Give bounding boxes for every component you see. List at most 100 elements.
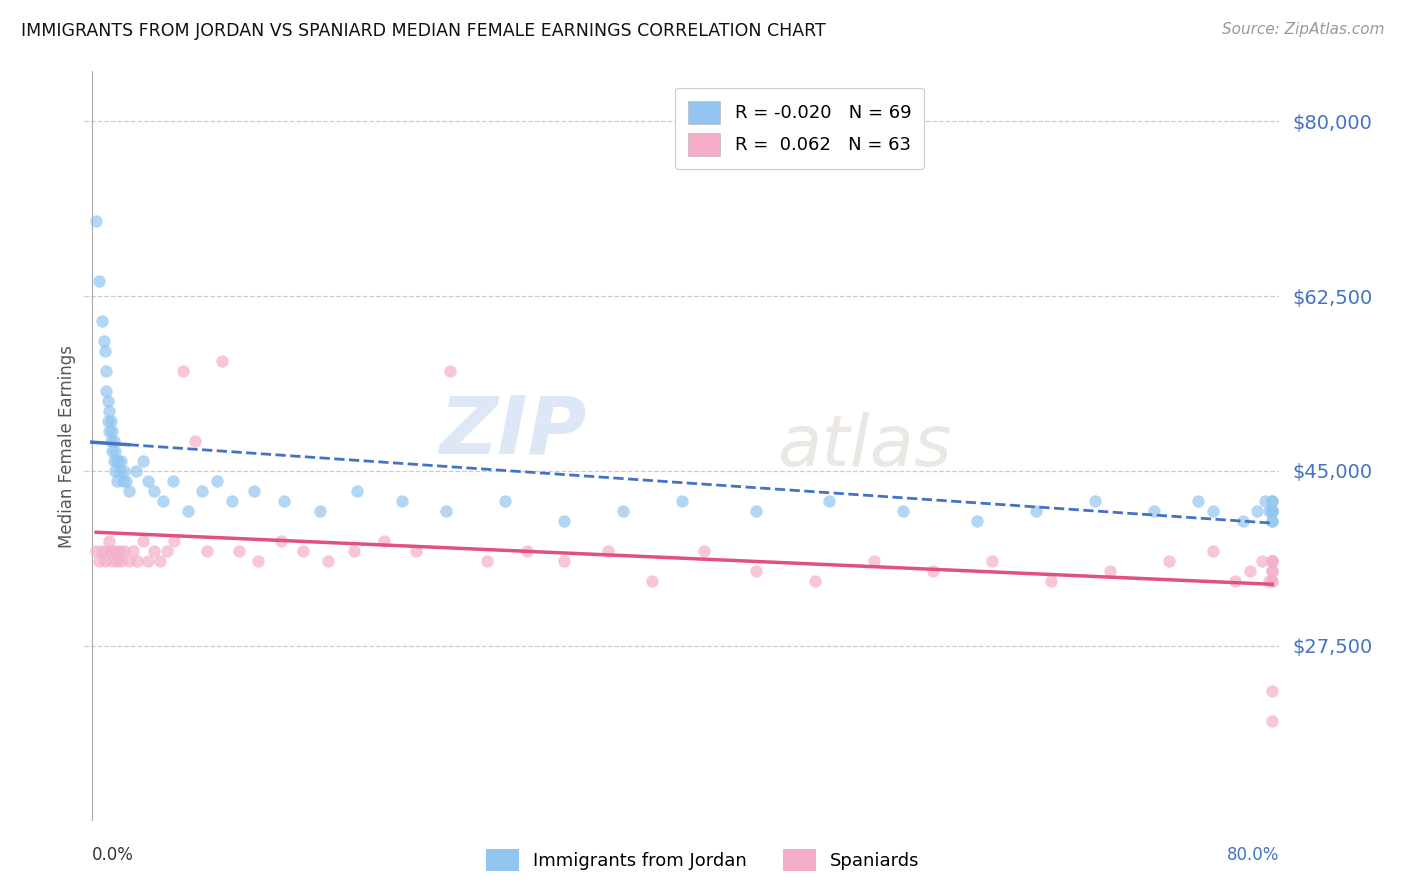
Point <box>1261 564 1284 578</box>
Point <box>516 544 538 558</box>
Point <box>91 314 114 328</box>
Point <box>316 554 339 568</box>
Point <box>1261 714 1284 728</box>
Point <box>132 533 155 548</box>
Point <box>191 483 214 498</box>
Point <box>103 434 125 448</box>
Point <box>1254 494 1277 508</box>
Point <box>1025 504 1047 518</box>
Point <box>132 454 155 468</box>
Point <box>98 424 121 438</box>
Point <box>1261 574 1284 588</box>
Point <box>1261 494 1284 508</box>
Point <box>152 494 174 508</box>
Point <box>291 544 314 558</box>
Y-axis label: Median Female Earnings: Median Female Earnings <box>58 344 76 548</box>
Point <box>142 483 165 498</box>
Point <box>1261 554 1284 568</box>
Text: IMMIGRANTS FROM JORDAN VS SPANIARD MEDIAN FEMALE EARNINGS CORRELATION CHART: IMMIGRANTS FROM JORDAN VS SPANIARD MEDIA… <box>21 22 825 40</box>
Point <box>1258 504 1281 518</box>
Point <box>434 504 457 518</box>
Point <box>107 454 129 468</box>
Point <box>101 424 124 438</box>
Point <box>101 444 124 458</box>
Point <box>103 454 125 468</box>
Point <box>1232 514 1254 528</box>
Point <box>127 554 149 568</box>
Point <box>1246 504 1268 518</box>
Point <box>195 544 218 558</box>
Point <box>818 494 841 508</box>
Point <box>391 494 413 508</box>
Point <box>1261 504 1284 518</box>
Point <box>1261 554 1284 568</box>
Point <box>475 554 498 568</box>
Point <box>247 554 270 568</box>
Point <box>405 544 427 558</box>
Point <box>221 494 243 508</box>
Point <box>671 494 693 508</box>
Point <box>97 414 120 428</box>
Point <box>270 533 292 548</box>
Point <box>125 464 148 478</box>
Text: Source: ZipAtlas.com: Source: ZipAtlas.com <box>1222 22 1385 37</box>
Point <box>243 483 266 498</box>
Point <box>84 544 107 558</box>
Point <box>1250 554 1272 568</box>
Point <box>142 544 165 558</box>
Point <box>96 384 118 398</box>
Point <box>162 474 184 488</box>
Point <box>105 454 128 468</box>
Point <box>136 554 159 568</box>
Point <box>104 444 127 458</box>
Point <box>105 474 128 488</box>
Point <box>862 554 884 568</box>
Point <box>1258 574 1281 588</box>
Point <box>87 554 110 568</box>
Point <box>108 464 131 478</box>
Point <box>110 454 132 468</box>
Point <box>1261 504 1284 518</box>
Point <box>84 214 107 228</box>
Point <box>803 574 825 588</box>
Point <box>1202 504 1225 518</box>
Point <box>1098 564 1121 578</box>
Point <box>176 504 198 518</box>
Point <box>1239 564 1261 578</box>
Point <box>1084 494 1107 508</box>
Point <box>641 574 664 588</box>
Point <box>104 544 127 558</box>
Point <box>104 464 127 478</box>
Point <box>172 364 194 378</box>
Text: 80.0%: 80.0% <box>1227 846 1279 863</box>
Point <box>1187 494 1209 508</box>
Point <box>105 554 128 568</box>
Point <box>966 514 988 528</box>
Point <box>980 554 1002 568</box>
Point <box>101 554 124 568</box>
Point <box>94 554 117 568</box>
Point <box>136 474 159 488</box>
Point <box>744 504 766 518</box>
Point <box>111 474 134 488</box>
Point <box>744 564 766 578</box>
Point <box>309 504 332 518</box>
Point <box>598 544 620 558</box>
Point <box>100 434 122 448</box>
Text: 0.0%: 0.0% <box>91 846 134 863</box>
Point <box>921 564 943 578</box>
Point <box>122 544 145 558</box>
Point <box>1202 544 1225 558</box>
Point <box>1261 574 1284 588</box>
Point <box>108 544 131 558</box>
Point <box>112 544 135 558</box>
Point <box>1261 504 1284 518</box>
Point <box>117 483 139 498</box>
Point <box>184 434 207 448</box>
Point <box>1157 554 1180 568</box>
Point <box>163 533 186 548</box>
Point <box>1261 504 1284 518</box>
Point <box>343 544 366 558</box>
Point <box>110 554 132 568</box>
Point <box>87 274 110 288</box>
